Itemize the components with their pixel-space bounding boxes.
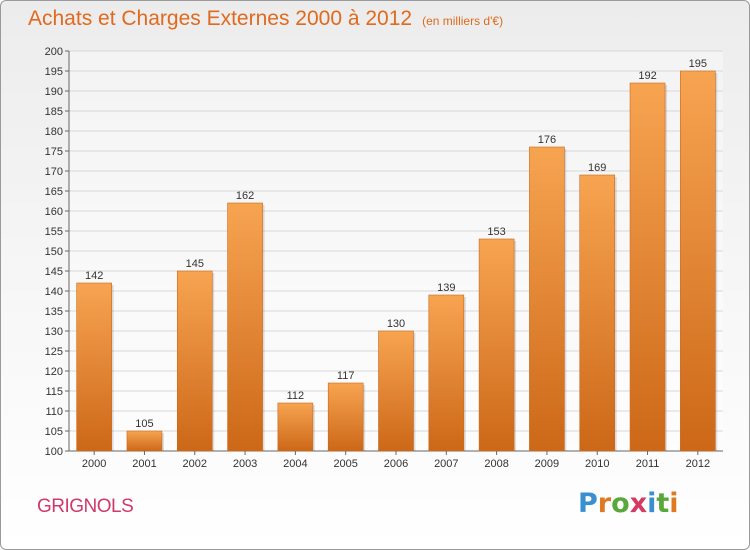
data-label: 117 (337, 370, 355, 382)
proxiti-logo: Proxiti (578, 488, 679, 519)
bar (680, 70, 716, 452)
data-label: 176 (538, 134, 556, 146)
y-tick-label: 150 (45, 246, 63, 258)
data-label: 195 (689, 58, 707, 70)
y-tick-label: 175 (45, 146, 63, 158)
unit-label: (en milliers d'€) (422, 14, 504, 28)
y-tick-label: 195 (45, 66, 63, 78)
y-tick-label: 135 (45, 306, 63, 318)
bar (176, 270, 213, 452)
chart-title: Achats et Charges Externes 2000 à 2012 (e… (28, 7, 503, 31)
data-label: 169 (588, 162, 606, 174)
x-tick-label: 2001 (132, 458, 156, 470)
data-label: 153 (487, 226, 505, 238)
x-tick-label: 2010 (585, 458, 609, 470)
x-tick-label: 2009 (535, 458, 559, 470)
x-tick-label: 2012 (686, 458, 710, 470)
y-tick-label: 165 (45, 186, 63, 198)
y-tick-label: 190 (45, 86, 63, 98)
y-tick-label: 125 (45, 346, 63, 358)
x-tick-label: 2008 (484, 458, 508, 470)
y-tick-label: 155 (45, 226, 63, 238)
y-tick-label: 160 (45, 206, 63, 218)
x-tick-label: 2002 (183, 458, 207, 470)
logo-letter: r (597, 488, 612, 519)
y-tick-label: 120 (45, 366, 63, 378)
x-tick-label: 2004 (283, 458, 307, 470)
logo-letter: x (629, 488, 648, 519)
data-label: 142 (85, 270, 103, 282)
bar (629, 82, 666, 452)
y-tick-label: 200 (45, 46, 63, 58)
data-label: 130 (387, 318, 405, 330)
x-tick-label: 2003 (233, 458, 257, 470)
y-tick-label: 145 (45, 266, 63, 278)
bar (126, 430, 163, 452)
bar (277, 402, 314, 452)
bar (76, 282, 112, 452)
logo-letter: i (647, 488, 657, 519)
bar (327, 382, 364, 452)
logo-letter: o (611, 488, 630, 519)
x-tick-label: 2011 (636, 458, 660, 470)
x-tick-label: 2006 (384, 458, 408, 470)
y-tick-label: 100 (45, 446, 63, 458)
x-tick-label: 2007 (434, 458, 458, 470)
bar (428, 294, 465, 452)
data-label: 162 (236, 190, 254, 202)
bar (227, 202, 263, 452)
data-label: 192 (638, 70, 656, 82)
y-tick-label: 185 (45, 106, 63, 118)
data-label: 112 (287, 390, 305, 402)
data-label: 139 (437, 282, 455, 294)
logo-letter: P (578, 488, 598, 519)
logo-letter: i (669, 488, 679, 519)
commune-name: GRIGNOLS (37, 496, 134, 517)
data-label: 145 (186, 258, 204, 270)
bar (378, 330, 414, 452)
y-tick-label: 140 (45, 286, 63, 298)
y-tick-label: 180 (45, 126, 63, 138)
bar (529, 146, 565, 452)
y-tick-label: 115 (45, 386, 63, 398)
x-tick-label: 2000 (82, 458, 106, 470)
title-text: Achats et Charges Externes 2000 à 2012 (28, 7, 413, 30)
data-label: 105 (135, 418, 153, 430)
y-tick-label: 170 (45, 166, 63, 178)
bar (579, 174, 616, 452)
logo-letter: t (656, 488, 670, 519)
y-tick-label: 110 (45, 406, 63, 418)
y-tick-label: 130 (45, 326, 63, 338)
y-tick-label: 105 (45, 426, 63, 438)
bar (478, 238, 515, 452)
x-tick-label: 2005 (333, 458, 357, 470)
